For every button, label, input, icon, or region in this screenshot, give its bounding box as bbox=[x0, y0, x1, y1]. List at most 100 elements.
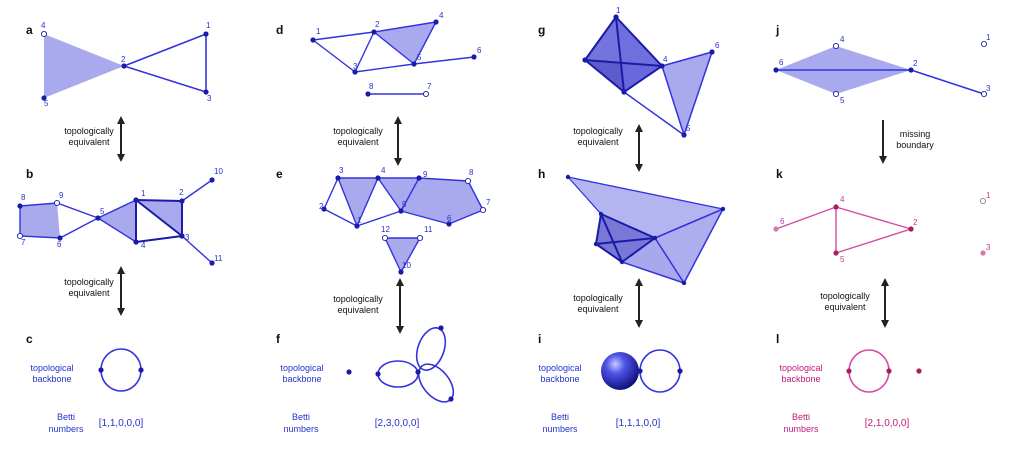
vertex-label: 1 bbox=[986, 191, 991, 200]
vertex-label: 6 bbox=[57, 240, 62, 249]
backbone-f bbox=[346, 325, 455, 403]
panel-label-f: f bbox=[276, 332, 281, 346]
vertex-label: 7 bbox=[486, 198, 491, 207]
caption-missing: missing bbox=[900, 129, 931, 139]
vertex-label: 4 bbox=[663, 55, 668, 64]
vertex-label: 5 bbox=[100, 207, 105, 216]
panel-label-b: b bbox=[26, 167, 33, 181]
vertex-label: 2 bbox=[913, 218, 918, 227]
vertex-label: 1 bbox=[141, 189, 146, 198]
vertex-label: 7 bbox=[427, 82, 432, 91]
caption-equivalent: equivalent bbox=[577, 137, 619, 147]
sphere-icon bbox=[601, 352, 639, 390]
vertex-label: 8 bbox=[369, 82, 374, 91]
vertex-label: 6 bbox=[715, 41, 720, 50]
caption-topologically: topologically bbox=[820, 291, 870, 301]
vertex-label: 4 bbox=[840, 35, 845, 44]
vertex-label: 4 bbox=[840, 195, 845, 204]
vertex-label: 5 bbox=[686, 124, 691, 133]
backbone-label-line2: backbone bbox=[282, 374, 321, 384]
vertex-label: 3 bbox=[339, 166, 344, 175]
complex-b: 8 9 5 1 2 10 7 6 4 3 11 bbox=[16, 167, 223, 266]
complex-h bbox=[565, 174, 726, 286]
vertex-label: 3 bbox=[986, 243, 991, 252]
panel-label-e: e bbox=[276, 167, 283, 181]
vertex-label: 1 bbox=[316, 27, 321, 36]
vertex-label: 11 bbox=[424, 225, 433, 234]
vertex-label: 9 bbox=[423, 170, 428, 179]
betti-numbers-i: [1,1,1,0,0] bbox=[616, 418, 661, 429]
caption-equivalent: equivalent bbox=[68, 137, 110, 147]
betti-label-line2: numbers bbox=[783, 424, 819, 434]
caption-equivalent: equivalent bbox=[337, 137, 379, 147]
vertex-label: 6 bbox=[780, 217, 785, 226]
caption-boundary: boundary bbox=[896, 140, 934, 150]
vertex-label: 4 bbox=[439, 11, 444, 20]
caption-topologically: topologically bbox=[333, 126, 383, 136]
vertex-label: 12 bbox=[381, 225, 390, 234]
backbone-label-line2: backbone bbox=[32, 374, 71, 384]
backbone-c bbox=[98, 348, 144, 392]
panel-label-g: g bbox=[538, 23, 545, 37]
panel-label-l: l bbox=[776, 332, 779, 346]
betti-label-line1: Betti bbox=[292, 412, 310, 422]
complex-g: 1 4 6 5 bbox=[582, 6, 720, 138]
vertex-label: 5 bbox=[402, 200, 407, 209]
betti-label-line1: Betti bbox=[551, 412, 569, 422]
backbone-label-line1: topological bbox=[280, 363, 323, 373]
backbone-label-line1: topological bbox=[779, 363, 822, 373]
betti-label-line2: numbers bbox=[283, 424, 319, 434]
caption-topologically: topologically bbox=[64, 126, 114, 136]
vertex-label: 2 bbox=[375, 20, 380, 29]
vertex-label: 3 bbox=[185, 233, 190, 242]
complex-j: 4 6 2 5 3 1 bbox=[773, 33, 991, 105]
complex-d: 1 2 4 3 5 6 8 7 bbox=[310, 11, 482, 98]
panel-label-i: i bbox=[538, 332, 541, 346]
vertex-label: 1 bbox=[206, 21, 211, 30]
vertex-label: 2 bbox=[179, 188, 184, 197]
vertex-label: 2 bbox=[319, 202, 324, 211]
vertex-label: 10 bbox=[402, 261, 411, 270]
vertex-label: 5 bbox=[840, 255, 845, 264]
caption-topologically: topologically bbox=[573, 293, 623, 303]
vertex-label: 6 bbox=[447, 214, 452, 223]
panel-label-h: h bbox=[538, 167, 545, 181]
caption-topologically: topologically bbox=[64, 277, 114, 287]
caption-topologically: topologically bbox=[333, 294, 383, 304]
backbone-l bbox=[846, 349, 922, 393]
vertex-label: 4 bbox=[141, 241, 146, 250]
vertex-label: 5 bbox=[840, 96, 845, 105]
vertex-label: 3 bbox=[986, 84, 991, 93]
vertex-label: 3 bbox=[353, 62, 358, 71]
betti-label-line2: numbers bbox=[542, 424, 578, 434]
backbone-label-line2: backbone bbox=[781, 374, 820, 384]
betti-numbers-c: [1,1,0,0,0] bbox=[99, 418, 144, 429]
vertex-label: 8 bbox=[21, 193, 26, 202]
vertex-label: 1 bbox=[616, 6, 621, 15]
vertex-label: 3 bbox=[207, 94, 212, 103]
vertex-label: 4 bbox=[41, 21, 46, 30]
vertex-label: 9 bbox=[59, 191, 64, 200]
caption-equivalent: equivalent bbox=[824, 302, 866, 312]
backbone-label-line1: topological bbox=[30, 363, 73, 373]
caption-equivalent: equivalent bbox=[577, 304, 619, 314]
panel-label-c: c bbox=[26, 332, 33, 346]
panel-label-a: a bbox=[26, 23, 33, 37]
vertex-label: 7 bbox=[21, 238, 26, 247]
vertex-label: 2 bbox=[913, 59, 918, 68]
vertex-label: 2 bbox=[121, 55, 126, 64]
vertex-label: 8 bbox=[469, 168, 474, 177]
caption-equivalent: equivalent bbox=[68, 288, 110, 298]
vertex-label: 5 bbox=[417, 53, 422, 62]
backbone-i bbox=[601, 349, 683, 393]
betti-numbers-l: [2,1,0,0,0] bbox=[865, 418, 910, 429]
vertex-label: 6 bbox=[779, 58, 784, 67]
complex-e: 3 4 9 8 2 1 5 6 7 12 11 10 bbox=[319, 166, 491, 275]
betti-label-line2: numbers bbox=[48, 424, 84, 434]
betti-label-line1: Betti bbox=[57, 412, 75, 422]
complex-a: 4 2 1 5 3 bbox=[40, 21, 212, 108]
vertex-label: 5 bbox=[44, 99, 49, 108]
complex-k: 4 6 2 5 1 3 bbox=[773, 191, 991, 264]
caption-equivalent: equivalent bbox=[337, 305, 379, 315]
backbone-label-line1: topological bbox=[538, 363, 581, 373]
